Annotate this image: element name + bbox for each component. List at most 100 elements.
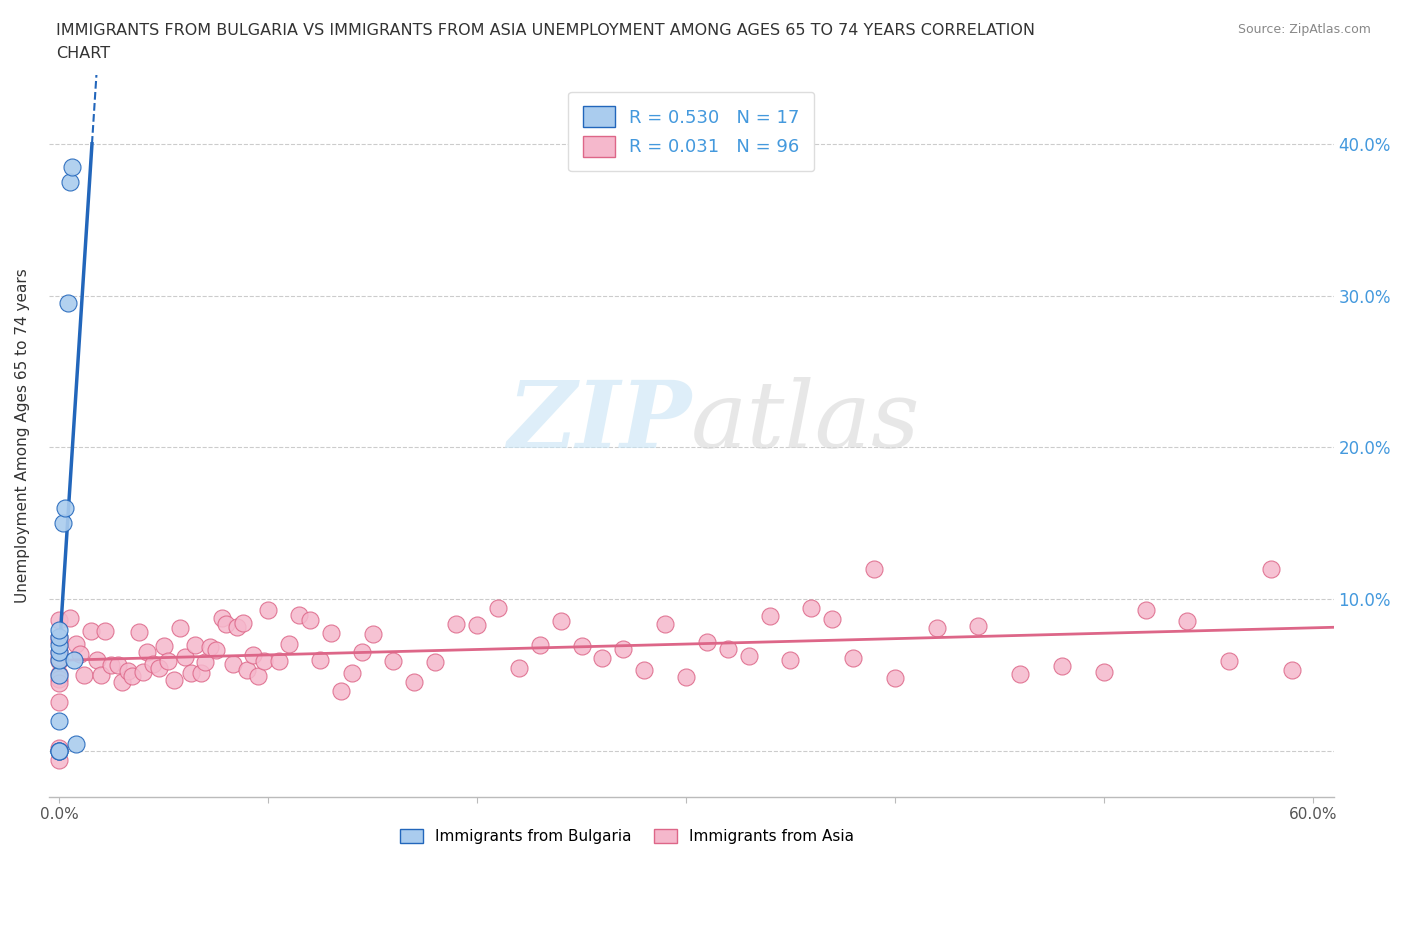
Immigrants from Asia — [190, 666, 212, 681]
Immigrants from Asia — [571, 639, 593, 654]
Immigrants from Asia — [184, 637, 207, 652]
Immigrants from Asia — [330, 684, 353, 698]
Immigrants from Asia — [1218, 654, 1240, 669]
Immigrants from Asia — [1260, 562, 1282, 577]
Immigrants from Bulgaria — [48, 653, 70, 668]
Immigrants from Asia — [65, 637, 87, 652]
Immigrants from Asia — [758, 608, 780, 623]
Immigrants from Asia — [69, 646, 91, 661]
Immigrants from Asia — [132, 664, 155, 679]
Immigrants from Asia — [444, 617, 467, 631]
Immigrants from Asia — [107, 658, 129, 672]
Immigrants from Bulgaria — [48, 744, 70, 759]
Immigrants from Asia — [633, 662, 655, 677]
Immigrants from Asia — [142, 657, 165, 671]
Immigrants from Asia — [48, 675, 70, 690]
Immigrants from Asia — [1010, 667, 1032, 682]
Immigrants from Asia — [425, 655, 447, 670]
Immigrants from Asia — [1050, 658, 1073, 673]
Immigrants from Asia — [148, 661, 170, 676]
Immigrants from Asia — [1135, 603, 1157, 618]
Immigrants from Asia — [242, 647, 264, 662]
Immigrants from Bulgaria — [59, 174, 82, 189]
Immigrants from Asia — [90, 668, 112, 683]
Immigrants from Asia — [654, 617, 676, 631]
Immigrants from Asia — [278, 636, 301, 651]
Immigrants from Asia — [800, 600, 823, 615]
Immigrants from Asia — [48, 630, 70, 644]
Immigrants from Asia — [298, 613, 321, 628]
Immigrants from Asia — [319, 626, 342, 641]
Immigrants from Bulgaria — [60, 159, 83, 174]
Immigrants from Asia — [382, 654, 405, 669]
Immigrants from Asia — [117, 664, 139, 679]
Immigrants from Asia — [136, 644, 159, 659]
Immigrants from Asia — [253, 654, 276, 669]
Immigrants from Asia — [48, 671, 70, 686]
Immigrants from Bulgaria — [52, 516, 75, 531]
Immigrants from Bulgaria — [48, 668, 70, 683]
Immigrants from Asia — [1281, 662, 1303, 677]
Immigrants from Asia — [967, 618, 990, 633]
Immigrants from Asia — [925, 620, 948, 635]
Immigrants from Asia — [508, 660, 530, 675]
Text: Source: ZipAtlas.com: Source: ZipAtlas.com — [1237, 23, 1371, 36]
Immigrants from Asia — [612, 642, 634, 657]
Immigrants from Asia — [309, 653, 332, 668]
Immigrants from Asia — [48, 613, 70, 628]
Immigrants from Bulgaria — [48, 645, 70, 660]
Immigrants from Asia — [717, 642, 740, 657]
Immigrants from Asia — [696, 635, 718, 650]
Immigrants from Asia — [48, 649, 70, 664]
Immigrants from Asia — [163, 672, 186, 687]
Legend: Immigrants from Bulgaria, Immigrants from Asia: Immigrants from Bulgaria, Immigrants fro… — [394, 823, 860, 850]
Immigrants from Asia — [737, 648, 759, 663]
Immigrants from Asia — [267, 654, 290, 669]
Immigrants from Asia — [1177, 614, 1199, 629]
Immigrants from Bulgaria — [48, 713, 70, 728]
Immigrants from Asia — [169, 620, 191, 635]
Immigrants from Asia — [675, 670, 697, 684]
Immigrants from Asia — [48, 752, 70, 767]
Immigrants from Asia — [73, 668, 96, 683]
Immigrants from Asia — [79, 623, 101, 638]
Immigrants from Asia — [48, 644, 70, 659]
Immigrants from Asia — [180, 666, 202, 681]
Immigrants from Asia — [121, 669, 143, 684]
Immigrants from Bulgaria — [48, 744, 70, 759]
Immigrants from Asia — [198, 640, 221, 655]
Immigrants from Asia — [821, 612, 844, 627]
Immigrants from Asia — [48, 654, 70, 669]
Immigrants from Asia — [152, 638, 174, 653]
Immigrants from Asia — [86, 652, 108, 667]
Immigrants from Asia — [221, 657, 243, 671]
Immigrants from Bulgaria — [48, 744, 70, 759]
Text: IMMIGRANTS FROM BULGARIA VS IMMIGRANTS FROM ASIA UNEMPLOYMENT AMONG AGES 65 TO 7: IMMIGRANTS FROM BULGARIA VS IMMIGRANTS F… — [56, 23, 1035, 38]
Immigrants from Bulgaria — [55, 500, 77, 515]
Immigrants from Bulgaria — [56, 296, 79, 311]
Text: atlas: atlas — [692, 377, 921, 467]
Immigrants from Asia — [48, 666, 70, 681]
Immigrants from Asia — [550, 614, 572, 629]
Immigrants from Asia — [529, 638, 551, 653]
Immigrants from Asia — [236, 663, 259, 678]
Immigrants from Asia — [48, 695, 70, 710]
Y-axis label: Unemployment Among Ages 65 to 74 years: Unemployment Among Ages 65 to 74 years — [15, 269, 30, 604]
Immigrants from Bulgaria — [63, 653, 86, 668]
Immigrants from Asia — [404, 675, 426, 690]
Immigrants from Bulgaria — [48, 622, 70, 637]
Immigrants from Bulgaria — [65, 736, 87, 751]
Immigrants from Asia — [48, 633, 70, 648]
Immigrants from Asia — [591, 650, 613, 665]
Immigrants from Asia — [128, 624, 150, 639]
Immigrants from Asia — [361, 626, 384, 641]
Immigrants from Asia — [246, 669, 269, 684]
Immigrants from Asia — [111, 674, 134, 689]
Immigrants from Asia — [48, 740, 70, 755]
Immigrants from Asia — [486, 601, 509, 616]
Text: CHART: CHART — [56, 46, 110, 61]
Immigrants from Asia — [156, 654, 179, 669]
Immigrants from Asia — [257, 603, 280, 618]
Immigrants from Asia — [211, 610, 233, 625]
Immigrants from Asia — [465, 618, 488, 632]
